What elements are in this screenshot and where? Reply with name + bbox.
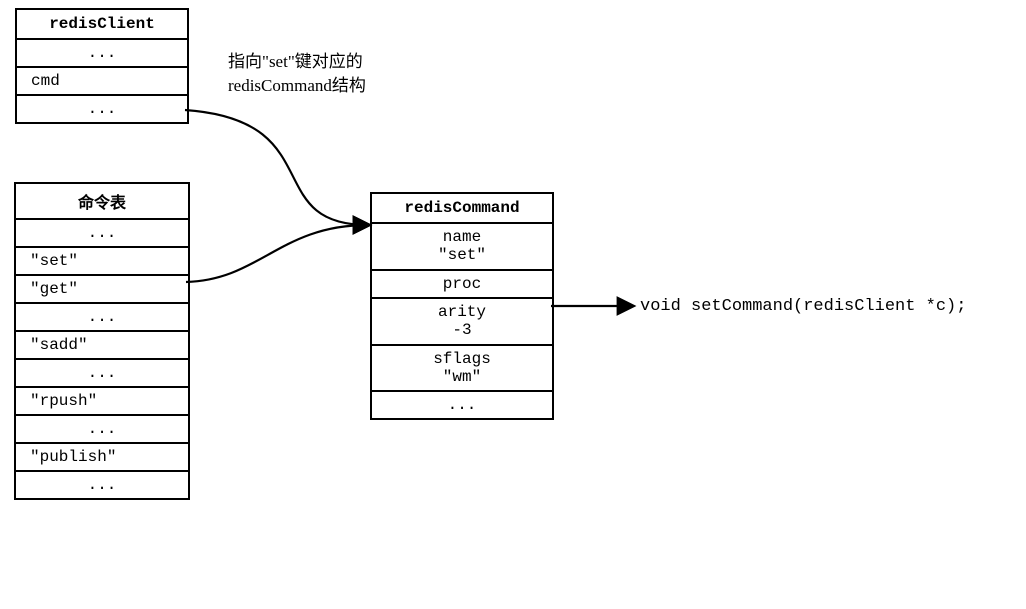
field-label: name <box>382 228 542 246</box>
command-table-row: "get" <box>16 276 188 304</box>
command-table-box: 命令表 ... "set" "get" ... "sadd" ... "rpus… <box>14 182 190 500</box>
command-table-set-row: "set" <box>16 248 188 276</box>
command-table-row: "sadd" <box>16 332 188 360</box>
command-table-row: ... <box>16 416 188 444</box>
redis-client-row: ... <box>17 96 187 122</box>
redis-client-row: ... <box>17 40 187 68</box>
command-table-row: ... <box>16 220 188 248</box>
field-label: sflags <box>382 350 542 368</box>
redis-command-name-row: name "set" <box>372 224 552 271</box>
redis-command-arity-row: arity -3 <box>372 299 552 346</box>
caption-line1: 指向"set"键对应的 <box>228 50 366 74</box>
field-value: "wm" <box>382 368 542 386</box>
command-table-row: "publish" <box>16 444 188 472</box>
redis-command-header: redisCommand <box>372 194 552 224</box>
redis-command-proc-row: proc <box>372 271 552 299</box>
redis-command-sflags-row: sflags "wm" <box>372 346 552 393</box>
field-label: arity <box>382 303 542 321</box>
command-table-row: ... <box>16 304 188 332</box>
redis-client-cmd-row: cmd <box>17 68 187 96</box>
command-table-row: ... <box>16 472 188 498</box>
arrow-cmd-to-rediscommand <box>185 110 368 225</box>
arrow-set-to-rediscommand <box>186 225 368 282</box>
caption-line2: redisCommand结构 <box>228 74 366 98</box>
redis-command-row: ... <box>372 392 552 418</box>
redis-client-box: redisClient ... cmd ... <box>15 8 189 124</box>
pointer-caption: 指向"set"键对应的 redisCommand结构 <box>228 50 366 98</box>
command-table-row: "rpush" <box>16 388 188 416</box>
field-value: "set" <box>382 246 542 264</box>
field-value: -3 <box>382 321 542 339</box>
command-table-header: 命令表 <box>16 184 188 220</box>
redis-client-header: redisClient <box>17 10 187 40</box>
command-table-row: ... <box>16 360 188 388</box>
proc-signature-text: void setCommand(redisClient *c); <box>640 297 966 316</box>
redis-command-box: redisCommand name "set" proc arity -3 sf… <box>370 192 554 420</box>
diagram-canvas: redisClient ... cmd ... 命令表 ... "set" "g… <box>0 0 1026 609</box>
